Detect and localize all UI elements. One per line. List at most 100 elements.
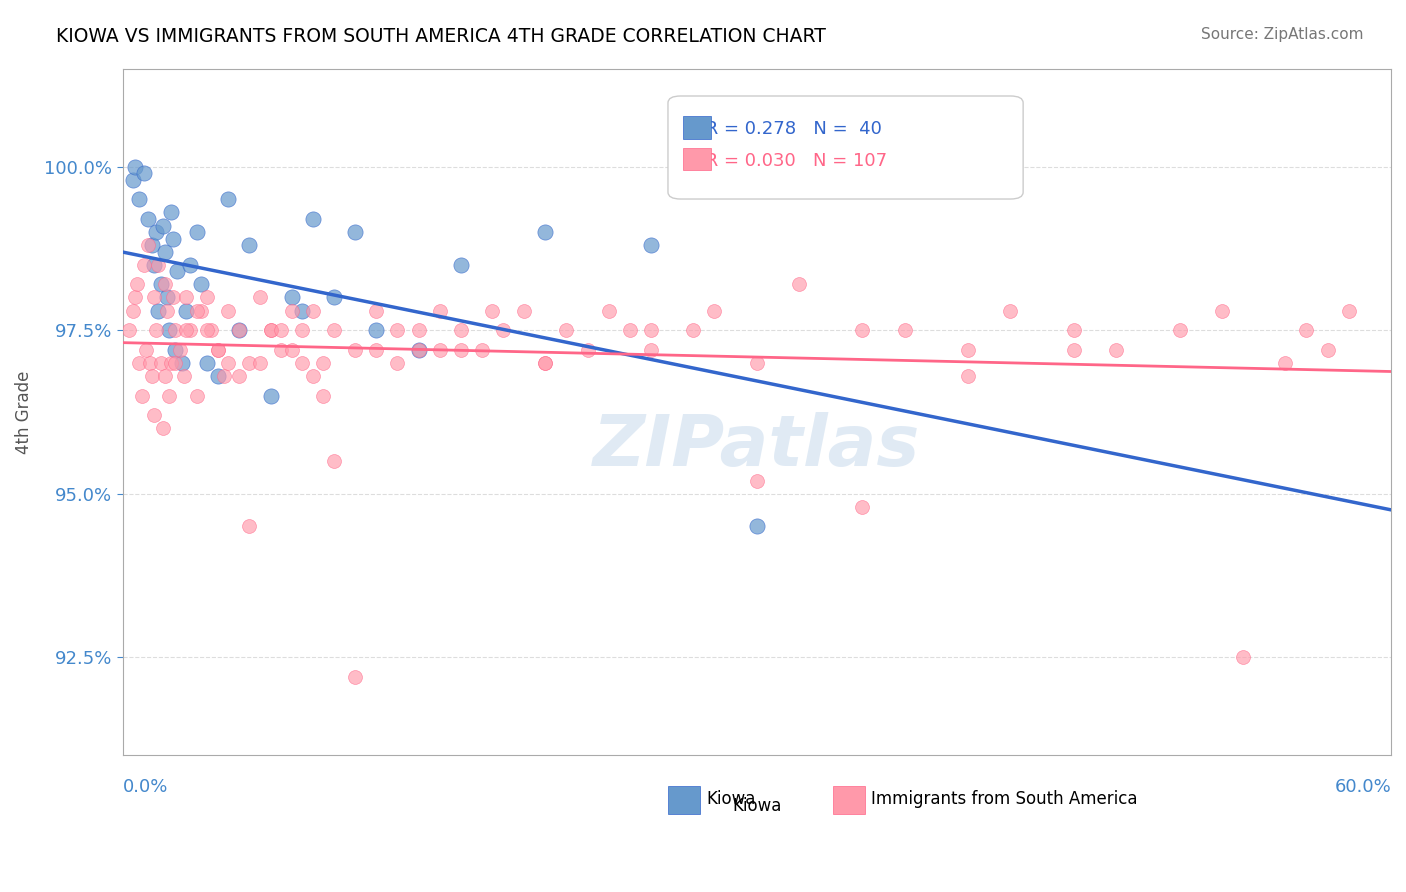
Point — [344, 670, 367, 684]
Text: Kiowa: Kiowa — [706, 789, 755, 807]
Point — [217, 356, 239, 370]
Point — [957, 343, 980, 357]
Point — [217, 192, 239, 206]
Point — [1232, 650, 1254, 665]
Point — [1168, 323, 1191, 337]
Point — [323, 323, 346, 337]
Point — [124, 160, 146, 174]
Point — [166, 264, 188, 278]
Point — [1295, 323, 1317, 337]
Point — [301, 303, 323, 318]
Point — [576, 343, 599, 357]
Point — [513, 303, 536, 318]
Text: R = 0.278   N =  40: R = 0.278 N = 40 — [700, 120, 882, 138]
Text: Source: ZipAtlas.com: Source: ZipAtlas.com — [1201, 27, 1364, 42]
Point — [301, 368, 323, 383]
Point — [640, 238, 662, 252]
Point — [153, 368, 176, 383]
Point — [127, 277, 149, 292]
Point — [179, 258, 201, 272]
Point — [745, 356, 768, 370]
Point — [429, 343, 451, 357]
Point — [259, 323, 281, 337]
Point — [131, 388, 153, 402]
Point — [186, 225, 208, 239]
Point — [174, 303, 197, 318]
Point — [745, 519, 768, 533]
Point — [143, 408, 166, 422]
Point — [186, 303, 208, 318]
Point — [128, 192, 150, 206]
Point — [270, 323, 292, 337]
Point — [136, 211, 159, 226]
Point — [165, 356, 187, 370]
Point — [851, 323, 873, 337]
Text: Kiowa: Kiowa — [733, 797, 782, 814]
Point — [145, 323, 167, 337]
Point — [1337, 303, 1360, 318]
Point — [851, 500, 873, 514]
Point — [195, 323, 218, 337]
Text: Immigrants from South America: Immigrants from South America — [870, 789, 1137, 807]
Point — [122, 303, 145, 318]
Point — [534, 225, 557, 239]
Point — [280, 290, 302, 304]
Point — [408, 343, 430, 357]
Point — [291, 323, 314, 337]
Point — [207, 343, 229, 357]
Point — [128, 356, 150, 370]
Point — [291, 356, 314, 370]
Point — [492, 323, 515, 337]
Point — [450, 323, 472, 337]
Point — [471, 343, 494, 357]
Point — [703, 303, 725, 318]
Point — [259, 388, 281, 402]
Point — [408, 323, 430, 337]
Point — [301, 211, 323, 226]
Point — [1063, 323, 1085, 337]
Point — [481, 303, 503, 318]
Point — [136, 238, 159, 252]
Point — [787, 277, 810, 292]
Point — [174, 290, 197, 304]
Point — [238, 238, 260, 252]
Point — [344, 343, 367, 357]
Point — [1211, 303, 1233, 318]
Point — [249, 356, 271, 370]
Point — [124, 290, 146, 304]
Point — [173, 368, 195, 383]
Point — [323, 290, 346, 304]
Point — [190, 277, 212, 292]
Point — [312, 356, 335, 370]
Point — [387, 323, 409, 337]
Point — [598, 303, 620, 318]
Point — [212, 368, 235, 383]
Point — [149, 277, 172, 292]
Point — [534, 356, 557, 370]
Point — [118, 323, 141, 337]
Point — [122, 172, 145, 186]
Point — [280, 343, 302, 357]
Point — [207, 368, 229, 383]
Point — [153, 244, 176, 259]
Point — [148, 258, 170, 272]
Point — [1000, 303, 1022, 318]
Point — [280, 303, 302, 318]
Point — [132, 166, 155, 180]
Point — [270, 343, 292, 357]
Point — [682, 323, 704, 337]
Point — [366, 303, 388, 318]
Point — [893, 323, 915, 337]
Bar — [668, 786, 700, 814]
Point — [149, 356, 172, 370]
Point — [312, 388, 335, 402]
Point — [1274, 356, 1296, 370]
Point — [429, 303, 451, 318]
Text: ZIPatlas: ZIPatlas — [593, 412, 921, 481]
Point — [170, 356, 193, 370]
Point — [228, 368, 250, 383]
Point — [450, 343, 472, 357]
Point — [640, 343, 662, 357]
Text: 60.0%: 60.0% — [1334, 778, 1391, 797]
Point — [141, 368, 163, 383]
